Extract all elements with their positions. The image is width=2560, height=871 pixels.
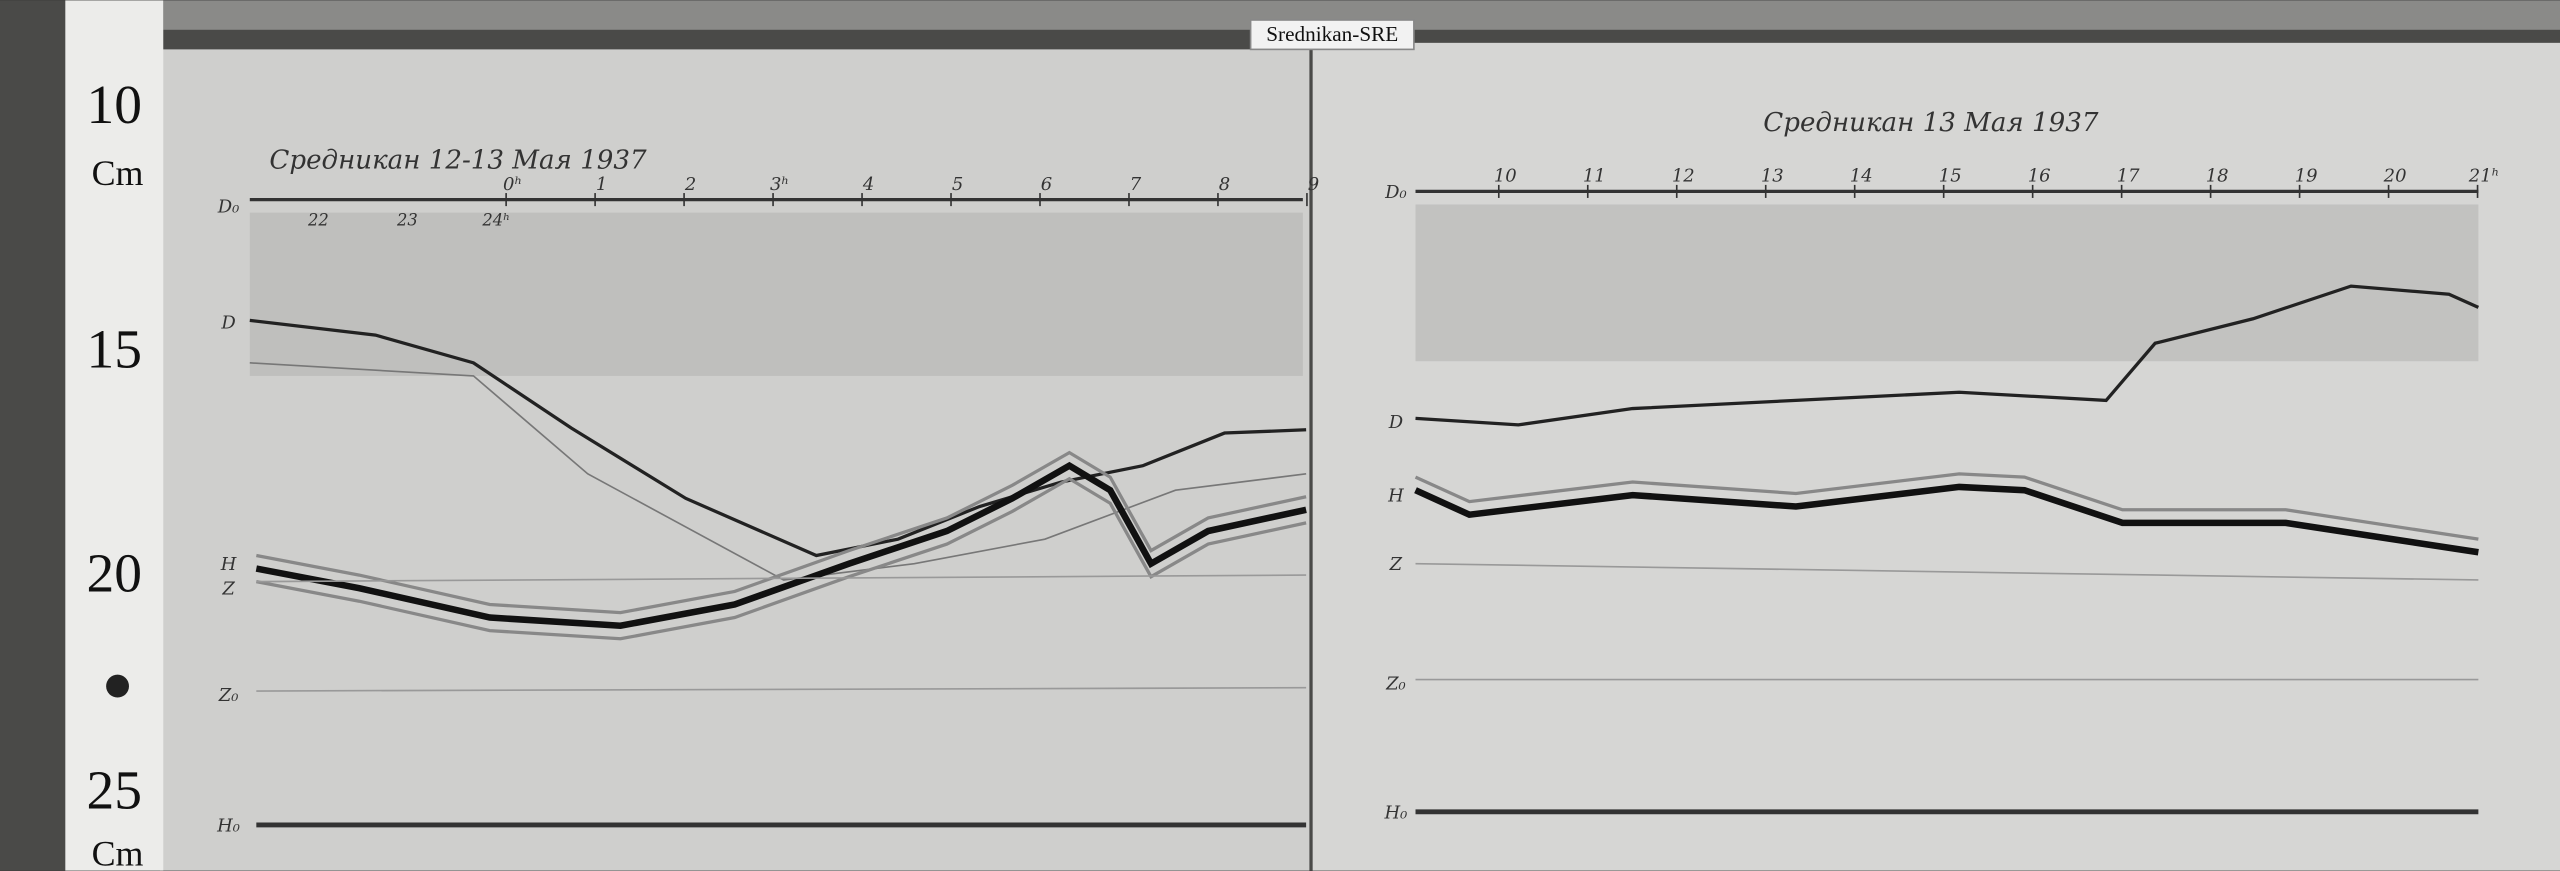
hour-label: 3ʰ <box>770 174 789 195</box>
hour-label: 1 <box>596 174 607 195</box>
hour-label: 0ʰ <box>503 174 522 195</box>
trace-label: D₀ <box>1384 182 1407 203</box>
trace-label: D₀ <box>217 197 240 218</box>
hour-label: 23 <box>396 211 418 230</box>
trace <box>249 362 1307 581</box>
ruler <box>65 0 164 871</box>
ruler-unit: Cm <box>92 153 144 193</box>
band <box>1415 204 2479 362</box>
hour-label: 16 <box>2028 166 2051 187</box>
ruler-mark: 15 <box>87 320 142 381</box>
hour-label: 15 <box>1939 166 1962 187</box>
trace <box>256 574 1307 583</box>
trace-label: H <box>1387 486 1404 507</box>
trace-label: H <box>220 554 237 575</box>
trace <box>1415 562 2479 581</box>
ruler-mark: 10 <box>87 75 142 136</box>
trace-label: Z <box>221 579 235 600</box>
label-box <box>1249 19 1415 51</box>
trace-label: D <box>1388 412 1403 433</box>
hour-label: 13 <box>1761 166 1784 187</box>
hour-label: 8 <box>1219 174 1230 195</box>
trace-label: Z₀ <box>218 685 239 706</box>
trace-label: H₀ <box>1383 802 1407 823</box>
hour-label: 14 <box>1850 166 1873 187</box>
trace-label: Z₀ <box>1385 673 1406 694</box>
band <box>249 212 1303 376</box>
trace <box>255 461 1307 629</box>
trace <box>1414 483 2479 556</box>
trace <box>1414 472 2479 541</box>
hour-label: 17 <box>2117 166 2140 187</box>
baseline <box>256 686 1307 692</box>
ruler-hole <box>106 674 129 698</box>
hour-label: 7 <box>1130 174 1142 195</box>
ruler-mark: 20 <box>87 543 142 604</box>
trace <box>256 450 1307 615</box>
ruler-mark: 25 <box>87 761 142 822</box>
hour-label: 18 <box>2206 166 2229 187</box>
hour-label: 19 <box>2295 166 2318 187</box>
trace <box>1415 284 2480 427</box>
hour-label: 24ʰ <box>481 211 510 230</box>
hour-label: 21ʰ <box>2468 166 2500 187</box>
left-sheet <box>160 49 1310 871</box>
trace-label: Z <box>1389 554 1403 575</box>
hour-label: 4 <box>862 174 874 195</box>
right-sheet <box>1312 42 2560 871</box>
hour-label: 11 <box>1583 166 1606 187</box>
sheet-title: Средникан 12-13 Мая 1937 <box>269 146 647 176</box>
hour-label: 6 <box>1041 174 1052 195</box>
hour-label: 2 <box>684 174 696 195</box>
label: Srednikan-SRE <box>1266 22 1398 46</box>
traces <box>249 189 2480 828</box>
hour-label: 10 <box>1494 166 1517 187</box>
trace-label: H₀ <box>216 815 240 836</box>
hour-label: 22 <box>307 211 329 230</box>
sheet-title: Средникан 13 Мая 1937 <box>1763 108 2099 138</box>
hour-label: 9 <box>1308 174 1319 195</box>
trace-label: D <box>220 313 235 334</box>
hour-label: 20 <box>2383 166 2407 187</box>
hour-label: 12 <box>1672 166 1695 187</box>
ruler-unit: Cm <box>92 834 144 871</box>
ruler-labels: 10 Cm 15 20 25 Cm <box>87 75 144 871</box>
hour-label: 5 <box>952 174 963 195</box>
